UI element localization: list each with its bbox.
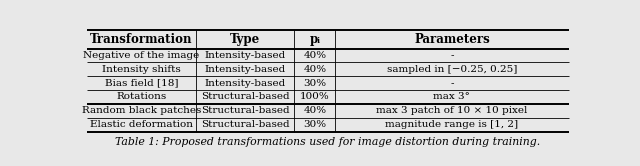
Text: Bias field [18]: Bias field [18] (105, 79, 179, 88)
Text: Intensity-based: Intensity-based (204, 65, 285, 74)
Text: 100%: 100% (300, 92, 330, 101)
Text: Intensity-based: Intensity-based (204, 51, 285, 60)
Text: 40%: 40% (303, 106, 326, 115)
Text: 30%: 30% (303, 79, 326, 88)
Text: Structural-based: Structural-based (201, 106, 289, 115)
Text: sampled in [−0.25, 0.25]: sampled in [−0.25, 0.25] (387, 65, 517, 74)
Text: Elastic deformation: Elastic deformation (90, 120, 193, 129)
Text: 40%: 40% (303, 51, 326, 60)
Text: magnitude range is [1, 2]: magnitude range is [1, 2] (385, 120, 518, 129)
Text: Intensity shifts: Intensity shifts (102, 65, 181, 74)
Text: Intensity-based: Intensity-based (204, 79, 285, 88)
Text: Type: Type (230, 33, 260, 46)
Text: pᵢ: pᵢ (309, 33, 320, 46)
Text: Table 1: Proposed transformations used for image distortion during training.: Table 1: Proposed transformations used f… (115, 137, 541, 147)
Text: max 3 patch of 10 × 10 pixel: max 3 patch of 10 × 10 pixel (376, 106, 527, 115)
Text: Random black patches: Random black patches (82, 106, 201, 115)
Text: -: - (450, 51, 454, 60)
Text: Structural-based: Structural-based (201, 92, 289, 101)
Text: 40%: 40% (303, 65, 326, 74)
Text: Structural-based: Structural-based (201, 120, 289, 129)
Text: 30%: 30% (303, 120, 326, 129)
Text: Transformation: Transformation (90, 33, 193, 46)
Text: Rotations: Rotations (116, 92, 166, 101)
Text: max 3°: max 3° (433, 92, 470, 101)
Text: Negative of the image: Negative of the image (83, 51, 200, 60)
Text: Parameters: Parameters (414, 33, 490, 46)
Text: -: - (450, 79, 454, 88)
